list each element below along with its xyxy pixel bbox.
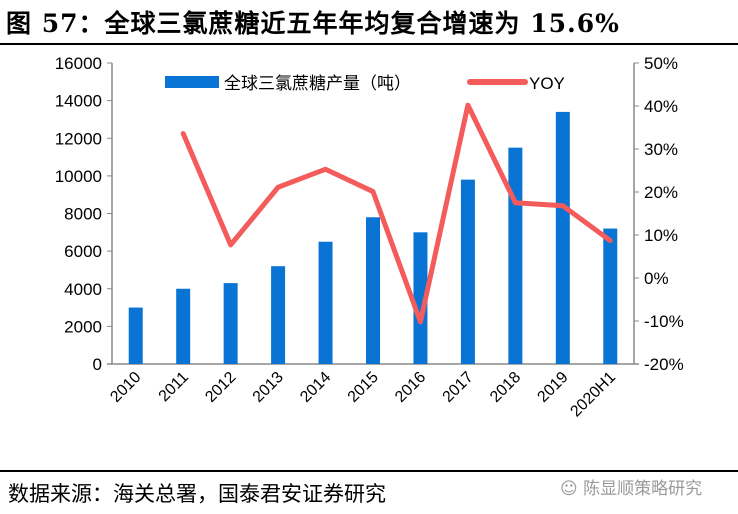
- x-tick-label: 2011: [156, 369, 192, 405]
- bar-2013: [271, 266, 286, 364]
- left-tick-label: 10000: [55, 167, 102, 186]
- x-tick-label: 2016: [392, 369, 429, 406]
- right-tick-label: -20%: [644, 355, 684, 374]
- source-note: 数据来源：海关总署，国泰君安证券研究: [8, 482, 386, 506]
- left-tick-label: 14000: [55, 92, 102, 111]
- x-tick-label: 2019: [534, 369, 571, 406]
- left-tick-label: 16000: [55, 54, 102, 73]
- bar-2020H1: [603, 228, 618, 364]
- bar-2010: [128, 307, 143, 364]
- yoy-line: [180, 102, 613, 325]
- right-tick-label: 10%: [644, 226, 678, 245]
- x-tick-label: 2012: [202, 369, 239, 406]
- watermark-text: 陈显顺策略研究: [583, 479, 703, 499]
- wechat-icon: ☺: [560, 479, 584, 499]
- legend-bar-label: 全球三氯蔗糖产量（吨）: [224, 74, 411, 93]
- right-tick-label: 20%: [644, 183, 678, 202]
- chart: 0 2000 4000 6000 8000 10000 12000 14000 16000 -20…: [55, 54, 684, 421]
- x-tick-label: 2020H1: [567, 369, 619, 421]
- figure-title: 图 57：全球三氯蔗糖近五年年均复合增速为 15.6%: [6, 9, 620, 38]
- x-tick-label: 2017: [440, 369, 477, 406]
- bar-2015: [366, 217, 380, 364]
- x-tick-label: 2018: [487, 369, 524, 406]
- legend-bar-swatch: [165, 76, 219, 88]
- left-tick-label: 2000: [64, 317, 102, 336]
- right-tick-label: 50%: [644, 54, 678, 73]
- right-tick-label: 0%: [644, 269, 669, 288]
- bar-2018: [508, 147, 523, 364]
- watermark: ☺ 陈显顺策略研究: [560, 474, 702, 499]
- bar-2019: [555, 111, 570, 364]
- x-tick-label: 2014: [297, 369, 334, 406]
- bar-2011: [176, 288, 191, 364]
- bar-2014: [318, 241, 333, 364]
- left-tick-label: 4000: [64, 280, 102, 299]
- left-tick-label: 12000: [55, 129, 102, 148]
- right-tick-label: -10%: [644, 312, 684, 331]
- right-tick-label: 30%: [644, 140, 678, 159]
- source-divider: [0, 470, 738, 472]
- left-tick-label: 8000: [64, 205, 102, 224]
- title-divider: [0, 43, 738, 45]
- left-tick-label: 0: [93, 355, 102, 374]
- x-tick-label: 2013: [250, 369, 287, 406]
- x-tick-label: 2015: [345, 369, 382, 406]
- right-tick-label: 40%: [644, 97, 678, 116]
- x-tick-label: 2010: [107, 369, 144, 406]
- bar-2016: [413, 232, 428, 364]
- legend-line-label: YOY: [529, 74, 565, 93]
- bar-2012: [223, 283, 238, 364]
- left-tick-label: 6000: [64, 242, 102, 261]
- bar-2017: [460, 179, 475, 364]
